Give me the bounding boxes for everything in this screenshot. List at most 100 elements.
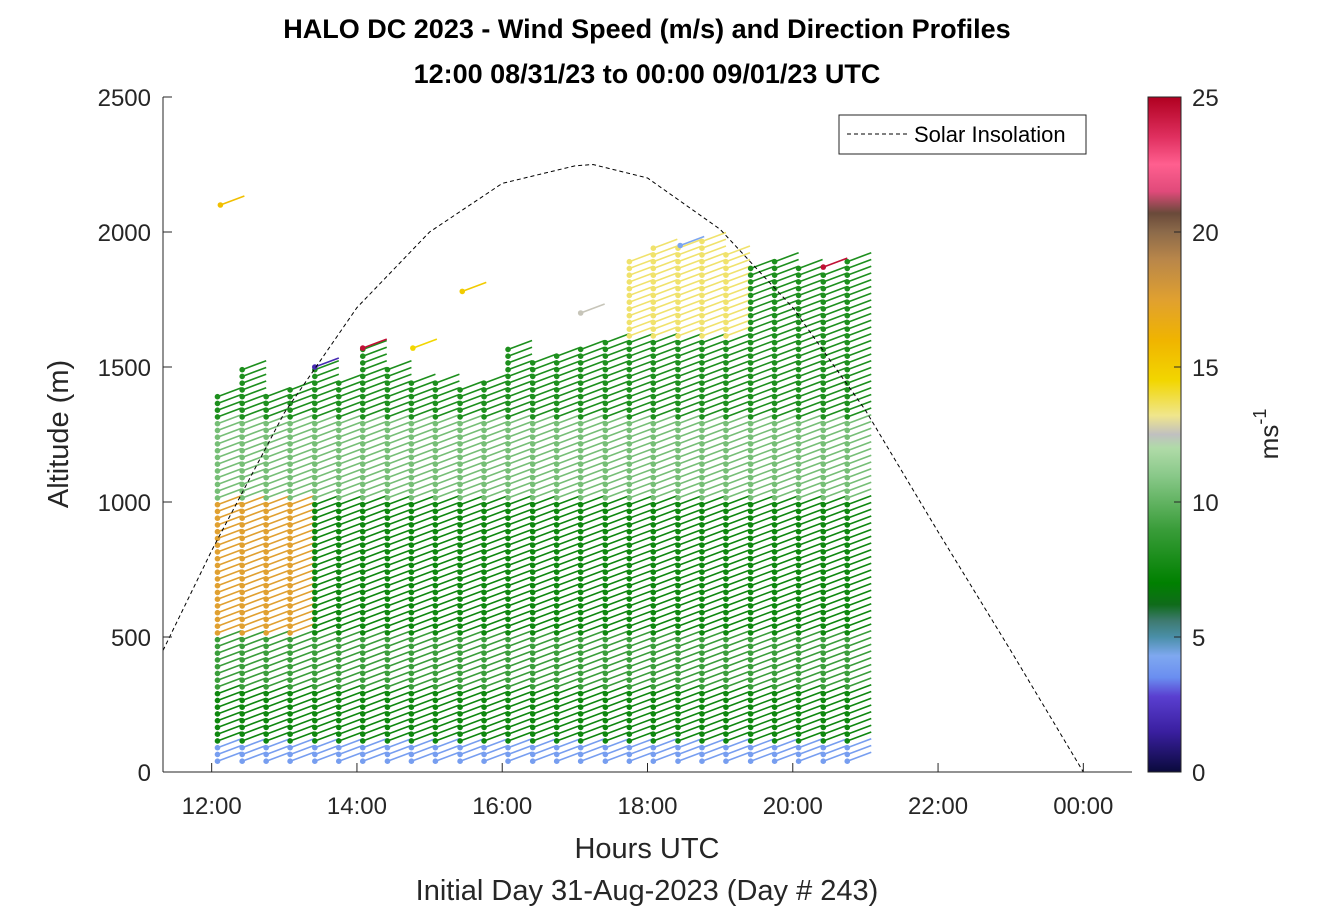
wind-barb bbox=[384, 582, 412, 596]
wind-barb bbox=[844, 251, 872, 265]
wind-barb bbox=[723, 481, 751, 495]
wind-barb bbox=[699, 373, 727, 387]
wind-barb bbox=[312, 447, 340, 461]
wind-barb bbox=[384, 724, 412, 737]
wind-barb bbox=[602, 407, 630, 420]
wind-barb bbox=[359, 373, 388, 387]
wind-barb bbox=[747, 332, 775, 346]
wind-barb bbox=[723, 616, 751, 629]
wind-barb bbox=[577, 717, 605, 731]
wind-barb bbox=[384, 407, 412, 420]
wind-barb bbox=[675, 461, 703, 474]
wind-barb bbox=[675, 427, 703, 441]
wind-barb bbox=[529, 737, 558, 751]
wind-barb bbox=[747, 528, 775, 542]
wind-barb bbox=[312, 704, 340, 717]
wind-barb bbox=[432, 548, 460, 562]
wind-barb bbox=[844, 447, 872, 461]
wind-barb bbox=[457, 528, 485, 542]
wind-barb bbox=[771, 474, 799, 488]
wind-barb bbox=[263, 710, 291, 724]
wind-barb bbox=[481, 697, 509, 710]
wind-barb bbox=[795, 663, 823, 677]
wind-barb bbox=[481, 629, 509, 643]
wind-barb bbox=[287, 589, 315, 602]
wind-barb bbox=[844, 751, 872, 764]
wind-barb bbox=[844, 636, 872, 650]
wind-barb bbox=[408, 704, 436, 717]
x-tick-label: 12:00 bbox=[182, 793, 242, 820]
wind-barb bbox=[359, 596, 388, 609]
wind-barb bbox=[263, 609, 291, 623]
wind-barb bbox=[747, 515, 775, 528]
wind-barb bbox=[312, 440, 340, 454]
wind-barb bbox=[577, 386, 605, 400]
wind-barb bbox=[529, 569, 558, 582]
wind-barb bbox=[771, 508, 799, 521]
wind-barb bbox=[602, 508, 630, 521]
wind-barb bbox=[844, 542, 872, 555]
wind-barb bbox=[844, 501, 872, 515]
wind-barb bbox=[723, 366, 751, 380]
wind-barb bbox=[481, 589, 509, 602]
wind-barb bbox=[312, 494, 340, 508]
wind-barb bbox=[553, 569, 581, 582]
wind-barb bbox=[505, 413, 533, 427]
wind-barb bbox=[481, 643, 509, 656]
wind-barb bbox=[602, 501, 630, 515]
wind-barb bbox=[384, 704, 412, 717]
wind-barb bbox=[312, 690, 340, 704]
wind-barb bbox=[844, 609, 872, 623]
wind-barb bbox=[795, 278, 823, 292]
wind-barb bbox=[844, 258, 872, 272]
wind-barb bbox=[481, 616, 509, 629]
wind-barb bbox=[553, 724, 581, 737]
wind-barb bbox=[432, 710, 460, 724]
wind-barb bbox=[432, 515, 460, 528]
wind-barb bbox=[287, 744, 315, 758]
wind-barb bbox=[577, 542, 605, 555]
wind-barb bbox=[771, 542, 799, 555]
wind-barb bbox=[650, 258, 678, 272]
wind-barb bbox=[699, 697, 727, 710]
wind-barb bbox=[699, 332, 727, 346]
wind-barb bbox=[505, 481, 533, 495]
wind-barb bbox=[747, 474, 775, 488]
wind-barb bbox=[335, 690, 364, 704]
wind-barb bbox=[650, 515, 678, 528]
wind-barb bbox=[844, 731, 872, 744]
colorbar-ramp bbox=[1147, 96, 1182, 773]
wind-barb bbox=[529, 717, 558, 731]
wind-barb bbox=[820, 366, 848, 380]
wind-barb bbox=[723, 440, 751, 454]
wind-barb bbox=[408, 677, 436, 690]
wind-barb bbox=[602, 467, 630, 481]
wind-barb bbox=[723, 677, 751, 690]
wind-barb bbox=[747, 467, 775, 481]
wind-barb bbox=[699, 616, 727, 629]
wind-barb bbox=[359, 683, 388, 697]
wind-barb bbox=[287, 724, 315, 737]
wind-barb bbox=[844, 596, 872, 609]
wind-barb bbox=[553, 481, 581, 495]
y-tick-label: 500 bbox=[111, 625, 151, 652]
wind-barb bbox=[335, 393, 364, 407]
wind-barb bbox=[626, 555, 654, 569]
wind-barb bbox=[650, 366, 678, 380]
wind-barb bbox=[723, 461, 751, 474]
wind-barb bbox=[699, 744, 727, 758]
wind-barb bbox=[820, 508, 848, 521]
wind-barb bbox=[384, 447, 412, 461]
wind-barb bbox=[699, 454, 727, 468]
wind-barb bbox=[844, 299, 872, 312]
wind-barb bbox=[747, 744, 775, 758]
wind-barb bbox=[626, 454, 654, 468]
wind-barb bbox=[820, 582, 848, 596]
wind-barb bbox=[553, 494, 581, 508]
wind-barb bbox=[335, 724, 364, 737]
wind-barb bbox=[577, 515, 605, 528]
wind-barb bbox=[771, 447, 799, 461]
wind-barb bbox=[699, 656, 727, 670]
wind-barb bbox=[312, 663, 340, 677]
wind-barb bbox=[239, 751, 267, 764]
